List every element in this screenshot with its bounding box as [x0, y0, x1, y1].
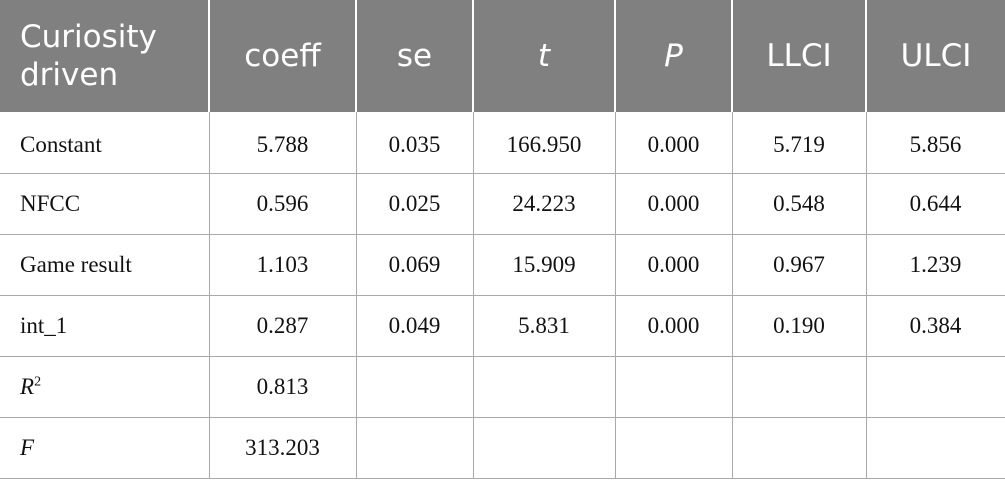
table-row: Game result 1.103 0.069 15.909 0.000 0.9…: [0, 234, 1005, 296]
cell-coeff: 313.203: [208, 417, 356, 479]
cell-ulci: 1.239: [865, 234, 1005, 296]
table-row: F 313.203: [0, 417, 1005, 479]
cell-empty: [472, 417, 615, 479]
regression-table: Curiosity driven coeff se t P LLCI ULCI C…: [0, 0, 1005, 479]
header-p: P: [614, 0, 732, 112]
header-row: Curiosity driven coeff se t P LLCI ULCI: [0, 0, 1005, 112]
cell-coeff: 0.596: [208, 173, 356, 235]
cell-empty: [355, 417, 473, 479]
cell-empty: [614, 356, 732, 418]
header-curiosity-driven: Curiosity driven: [0, 0, 209, 112]
row-label: Game result: [0, 234, 209, 296]
cell-llci: 5.719: [731, 112, 866, 174]
cell-t: 15.909: [472, 234, 615, 296]
table-header: Curiosity driven coeff se t P LLCI ULCI: [0, 0, 1005, 112]
header-se: se: [355, 0, 473, 112]
cell-empty: [865, 417, 1005, 479]
cell-llci: 0.967: [731, 234, 866, 296]
row-label-r-squared: R2: [0, 356, 209, 418]
cell-ulci: 0.644: [865, 173, 1005, 235]
cell-se: 0.069: [355, 234, 473, 296]
header-line-2: driven: [20, 57, 119, 93]
table-row: Constant 5.788 0.035 166.950 0.000 5.719…: [0, 112, 1005, 174]
cell-t: 166.950: [472, 112, 615, 174]
header-line-1: Curiosity: [20, 19, 157, 55]
cell-p: 0.000: [614, 173, 732, 235]
header-ulci: ULCI: [865, 0, 1005, 112]
row-label: int_1: [0, 295, 209, 357]
r-label: R: [20, 373, 35, 399]
cell-empty: [731, 417, 866, 479]
row-label-f: F: [0, 417, 209, 479]
cell-coeff: 0.287: [208, 295, 356, 357]
cell-empty: [731, 356, 866, 418]
cell-se: 0.035: [355, 112, 473, 174]
header-llci: LLCI: [731, 0, 866, 112]
cell-p: 0.000: [614, 295, 732, 357]
header-t: t: [472, 0, 615, 112]
cell-empty: [472, 356, 615, 418]
row-label: NFCC: [0, 173, 209, 235]
cell-llci: 0.548: [731, 173, 866, 235]
row-label: Constant: [0, 112, 209, 174]
table-body: Constant 5.788 0.035 166.950 0.000 5.719…: [0, 112, 1005, 479]
cell-empty: [355, 356, 473, 418]
cell-se: 0.049: [355, 295, 473, 357]
cell-t: 5.831: [472, 295, 615, 357]
cell-p: 0.000: [614, 234, 732, 296]
table-row: NFCC 0.596 0.025 24.223 0.000 0.548 0.64…: [0, 173, 1005, 235]
cell-coeff: 5.788: [208, 112, 356, 174]
cell-empty: [614, 417, 732, 479]
cell-empty: [865, 356, 1005, 418]
cell-t: 24.223: [472, 173, 615, 235]
r-squared-superscript: 2: [34, 373, 42, 389]
cell-se: 0.025: [355, 173, 473, 235]
cell-llci: 0.190: [731, 295, 866, 357]
header-coeff: coeff: [208, 0, 356, 112]
table-row: R2 0.813: [0, 356, 1005, 418]
cell-coeff: 0.813: [208, 356, 356, 418]
cell-ulci: 0.384: [865, 295, 1005, 357]
table-row: int_1 0.287 0.049 5.831 0.000 0.190 0.38…: [0, 295, 1005, 357]
cell-coeff: 1.103: [208, 234, 356, 296]
cell-p: 0.000: [614, 112, 732, 174]
cell-ulci: 5.856: [865, 112, 1005, 174]
